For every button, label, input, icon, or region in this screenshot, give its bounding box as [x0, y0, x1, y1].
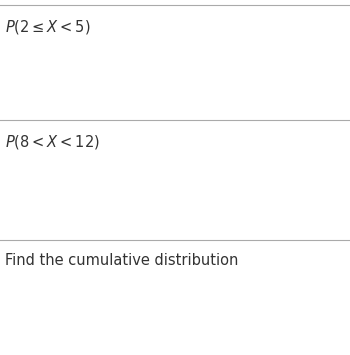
Text: $P(8 < X < 12)$: $P(8 < X < 12)$: [5, 133, 100, 151]
Text: $P(2 \leq X < 5)$: $P(2 \leq X < 5)$: [5, 18, 90, 36]
Text: Find the cumulative distribution: Find the cumulative distribution: [5, 253, 238, 268]
